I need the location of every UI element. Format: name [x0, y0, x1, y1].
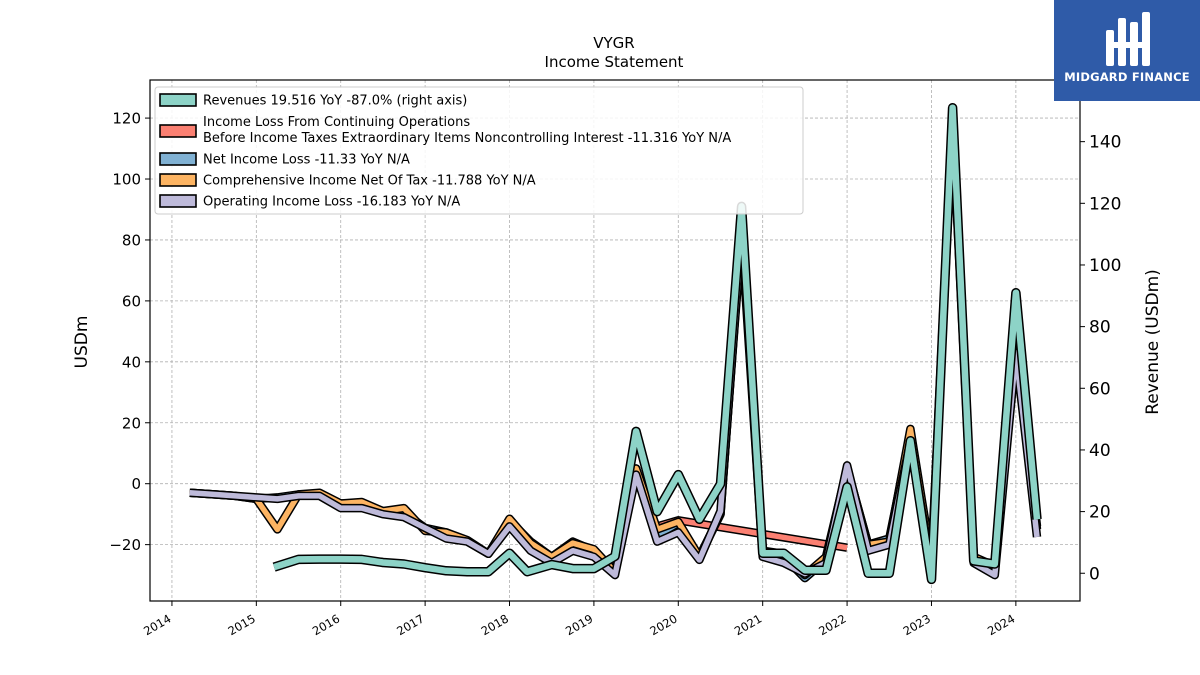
y-tick-label: 100: [112, 171, 141, 189]
x-tick-label: 2023: [901, 611, 933, 638]
x-tick-label: 2015: [225, 611, 257, 638]
x-tick-label: 2020: [647, 611, 679, 638]
y2-tick-label: 40: [1089, 441, 1111, 461]
y2-axis-label: Revenue (USDm): [1143, 269, 1163, 415]
brand-name: MIDGARD FINANCE: [1064, 70, 1190, 84]
brand-logo: MIDGARD FINANCE: [1054, 0, 1200, 101]
y-tick-label: 60: [122, 292, 141, 310]
legend-swatch: [159, 124, 197, 138]
y-tick-label: 20: [122, 414, 141, 432]
legend-item-1: Income Loss From Continuing Operations Be…: [159, 115, 731, 146]
chart-title: VYGR: [593, 34, 634, 52]
left-axis-ticks: −20 0 20 40 60 80 100 120: [109, 110, 150, 554]
legend-swatch: [159, 173, 197, 187]
legend: Revenues 19.516 YoY -87.0% (right axis) I…: [154, 86, 804, 215]
x-tick-label: 2022: [816, 611, 848, 638]
midgard-logo-icon: [1106, 12, 1150, 66]
legend-item-0: Revenues 19.516 YoY -87.0% (right axis): [159, 93, 467, 109]
x-tick-label: 2024: [985, 611, 1017, 638]
chart-subtitle: Income Statement: [545, 53, 684, 71]
legend-label: Income Loss From Continuing Operations Be…: [203, 115, 731, 146]
y2-tick-label: 100: [1089, 256, 1121, 276]
y-tick-label: 0: [131, 475, 141, 493]
x-tick-label: 2017: [394, 611, 426, 638]
y-axis-label: USDm: [72, 316, 92, 369]
y2-tick-label: 140: [1089, 133, 1121, 153]
legend-label: Operating Income Loss -16.183 YoY N/A: [203, 195, 460, 210]
y2-tick-label: 0: [1089, 564, 1100, 584]
series-line-0: [272, 102, 1042, 585]
plot-frame: [149, 79, 1081, 602]
y2-tick-label: 60: [1089, 379, 1111, 399]
right-axis-ticks: 0 20 40 60 80 100 120 140: [1080, 133, 1121, 584]
legend-box: [154, 86, 804, 215]
legend-item-4: Operating Income Loss -16.183 YoY N/A: [159, 194, 460, 210]
y2-tick-label: 80: [1089, 318, 1111, 338]
legend-swatch: [159, 152, 197, 166]
y-tick-label: 120: [112, 110, 141, 128]
series-layer: [189, 102, 1042, 585]
x-tick-label: 2021: [732, 611, 764, 638]
x-tick-label: 2014: [141, 611, 173, 638]
legend-item-3: Comprehensive Income Net Of Tax -11.788 …: [159, 173, 536, 189]
y-tick-label: 40: [122, 353, 141, 371]
y2-tick-label: 120: [1089, 194, 1121, 214]
legend-item-2: Net Income Loss -11.33 YoY N/A: [159, 152, 410, 168]
legend-label: Revenues 19.516 YoY -87.0% (right axis): [203, 94, 467, 109]
legend-label: Net Income Loss -11.33 YoY N/A: [203, 153, 410, 168]
x-axis-ticks: 2014 2015 2016 2017 2018 2019 2020 2021 2022 2023…: [141, 601, 1017, 638]
legend-label: Comprehensive Income Net Of Tax -11.788 …: [203, 174, 536, 189]
legend-swatch: [159, 93, 197, 107]
y2-tick-label: 20: [1089, 503, 1111, 523]
y-tick-label: −20: [109, 536, 141, 554]
x-tick-label: 2019: [563, 611, 595, 638]
x-tick-label: 2018: [479, 611, 511, 638]
x-tick-label: 2016: [310, 611, 342, 638]
legend-swatch: [159, 194, 197, 208]
y-tick-label: 80: [122, 231, 141, 249]
